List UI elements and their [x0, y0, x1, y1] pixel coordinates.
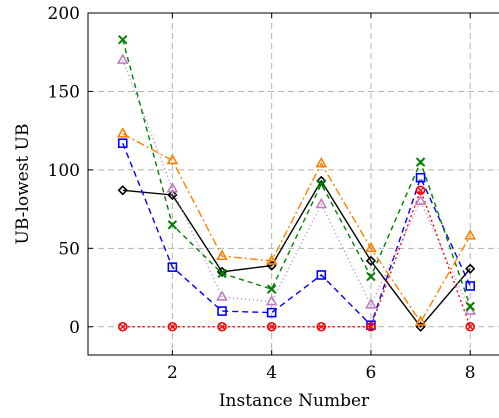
series-6 [116, 127, 477, 326]
data-point [365, 241, 377, 253]
y-axis-ticks: 0 50 100 150 200 [48, 4, 93, 338]
y-tick-label: 50 [58, 239, 80, 259]
data-point-ring [465, 321, 476, 332]
data-point-ring [117, 321, 128, 332]
data-point [316, 321, 327, 332]
y-tick-label: 150 [48, 82, 80, 102]
data-point [365, 255, 377, 267]
data-point-cross [119, 323, 126, 330]
y-tick-label: 100 [48, 161, 80, 181]
data-point [315, 156, 328, 168]
data-point-cross [466, 323, 474, 330]
data-point-ring [217, 321, 227, 332]
data-point-cross [367, 323, 375, 330]
data-point [265, 295, 278, 306]
data-point [216, 249, 228, 260]
x-tick-label: 2 [167, 363, 178, 383]
data-point-ring [415, 185, 426, 196]
x-axis-ticks: 2 4 6 8 [167, 13, 476, 383]
data-point [265, 254, 278, 265]
data-point [167, 189, 178, 201]
grid [88, 12, 499, 355]
y-tick-label: 0 [69, 318, 80, 338]
series-line [122, 133, 471, 324]
data-point [266, 307, 277, 318]
data-point [415, 185, 426, 196]
data-point [465, 301, 475, 312]
data-point-cross [218, 323, 226, 330]
data-point [365, 298, 377, 309]
data-point [266, 284, 277, 294]
data-point [465, 281, 476, 291]
data-point [465, 321, 476, 332]
data-point [116, 127, 129, 138]
series-4 [116, 53, 477, 315]
data-point [217, 321, 227, 332]
x-tick-label: 6 [366, 363, 377, 383]
data-point-cross [268, 323, 275, 330]
data-point [414, 194, 427, 206]
x-tick-label: 4 [266, 363, 277, 383]
data-point [166, 182, 179, 193]
x-axis-label: Instance Number [219, 391, 370, 411]
y-tick-label: 200 [48, 4, 80, 24]
series-line [122, 188, 471, 328]
data-point-ring [316, 321, 327, 332]
data-point [464, 229, 477, 240]
data-point [316, 270, 327, 280]
data-point-ring [167, 321, 178, 332]
y-axis-label: UB-lowest UB [13, 124, 33, 245]
data-point [117, 138, 128, 149]
data-point [316, 179, 327, 189]
data-point [167, 321, 178, 332]
data-point-cross [169, 323, 176, 330]
data-point [464, 304, 477, 315]
data-point [315, 197, 328, 209]
series-3 [117, 185, 476, 332]
data-point [216, 290, 228, 301]
data-point-ring [266, 321, 277, 332]
data-point [465, 263, 476, 274]
data-point-cross [318, 323, 325, 330]
data-point [366, 271, 376, 282]
series-line [122, 179, 471, 328]
data-point [167, 220, 178, 230]
data-point [117, 185, 128, 196]
data-point [366, 321, 376, 332]
series-line [122, 59, 471, 312]
data-point [167, 262, 178, 272]
data-point [117, 321, 128, 332]
data-point-ring [366, 321, 376, 332]
data-point [414, 315, 427, 326]
series-line [122, 39, 471, 307]
series-5 [118, 34, 475, 312]
series-group [116, 34, 477, 332]
series-line [122, 142, 471, 327]
data-point [116, 53, 129, 64]
data-point [118, 34, 128, 45]
data-point-cross [417, 187, 424, 194]
data-point [415, 157, 426, 167]
x-tick-label: 8 [465, 363, 476, 383]
data-point [266, 321, 277, 332]
data-point [217, 268, 227, 279]
data-point [217, 306, 227, 316]
data-point [415, 172, 426, 183]
plot-frame [87, 12, 499, 356]
data-point [166, 153, 179, 165]
